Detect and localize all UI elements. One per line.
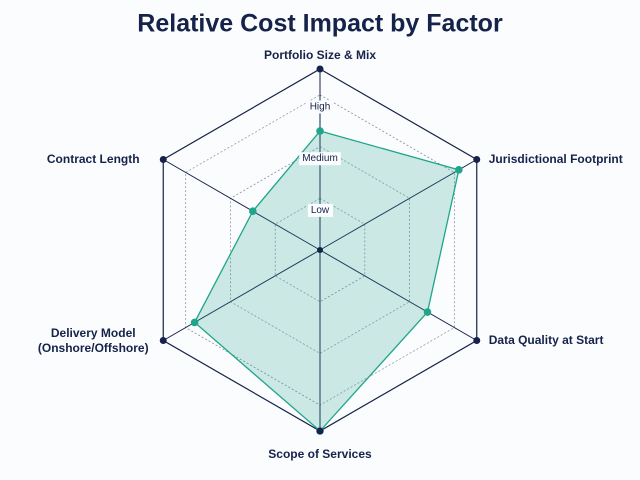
vertex-dot [473, 337, 481, 344]
ring-label: Medium [302, 153, 338, 164]
ring-label-bg [306, 100, 334, 114]
data-point [455, 166, 463, 174]
vertex-dot [316, 427, 324, 435]
category-label: Delivery Model (Onshore/Offshore) [37, 325, 149, 355]
data-point [316, 127, 324, 135]
ring-label: High [310, 101, 331, 112]
ring-label-bg [307, 203, 333, 217]
category-label: Data Quality at Start [488, 332, 604, 347]
data-area [193, 130, 460, 432]
spoke [319, 159, 478, 251]
category-label: Jurisdictional Footprint [488, 151, 623, 166]
category-label: Contract Length [46, 152, 140, 166]
spoke [162, 249, 321, 341]
vertex-dot [159, 156, 167, 163]
category-label: Scope of Services [268, 447, 372, 461]
vertex-dot [316, 65, 324, 73]
ring-label-bg [299, 152, 341, 166]
vertex-dot [473, 156, 481, 163]
ring-label: Low [311, 205, 330, 216]
spoke [162, 159, 321, 251]
spoke [319, 249, 478, 341]
category-label: Portfolio Size & Mix [263, 48, 376, 62]
data-point [249, 207, 257, 216]
center-dot [317, 247, 323, 253]
vertex-dot [159, 337, 167, 344]
chart-title: Relative Cost Impact by Factor [137, 10, 503, 38]
data-point [423, 308, 432, 316]
data-point [190, 318, 199, 327]
